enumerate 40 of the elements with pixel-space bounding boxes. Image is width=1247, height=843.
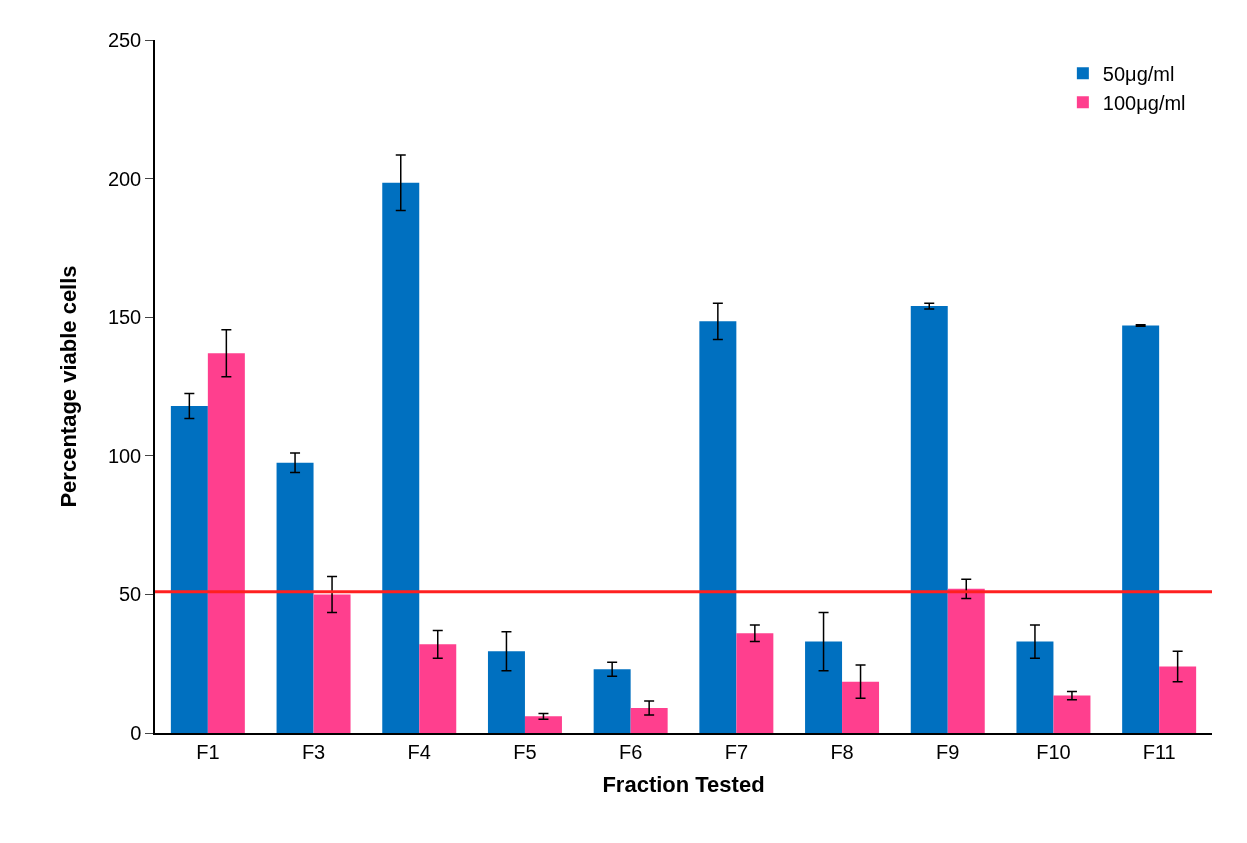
bar [382, 182, 420, 733]
bar [1159, 666, 1197, 733]
y-tick-label: 0 [130, 722, 142, 744]
bar [736, 633, 774, 733]
y-tick-label: 150 [107, 306, 142, 329]
bar [313, 594, 351, 733]
x-tick-label: F9 [936, 740, 960, 763]
x-tick-label: F3 [301, 740, 326, 763]
y-tick-label: 100 [107, 444, 142, 467]
x-tick-label: F10 [1036, 740, 1071, 763]
bar [593, 669, 631, 733]
x-tick-label: F7 [724, 740, 749, 763]
bar [487, 651, 525, 733]
bar [842, 681, 880, 733]
bar [1016, 641, 1054, 733]
y-tick-label: 50 [119, 583, 142, 606]
bar [805, 641, 843, 733]
bar [910, 306, 948, 733]
bar [207, 353, 245, 733]
y-axis-title: Percentage viable cells [56, 265, 82, 508]
bar [170, 405, 208, 733]
x-tick-label: F5 [513, 740, 537, 763]
x-tick-label: F4 [407, 740, 431, 763]
y-tick-label: 250 [107, 29, 142, 51]
bar [1122, 325, 1160, 733]
x-axis-title: Fraction Tested [602, 772, 765, 798]
x-tick-label: F1 [196, 740, 220, 763]
y-tick-label: 200 [107, 167, 142, 190]
bar [524, 716, 562, 733]
x-tick-label: F8 [830, 740, 854, 763]
bar [1053, 695, 1091, 733]
bar [630, 708, 668, 733]
bar [419, 644, 457, 733]
x-tick-label: F6 [618, 740, 643, 763]
x-tick-label: F11 [1142, 740, 1176, 763]
bar [276, 462, 314, 733]
legend-label: 100μg/ml [1102, 92, 1186, 115]
bar [947, 588, 985, 733]
legend-label: 50μg/ml [1102, 63, 1175, 86]
bar [699, 321, 737, 733]
